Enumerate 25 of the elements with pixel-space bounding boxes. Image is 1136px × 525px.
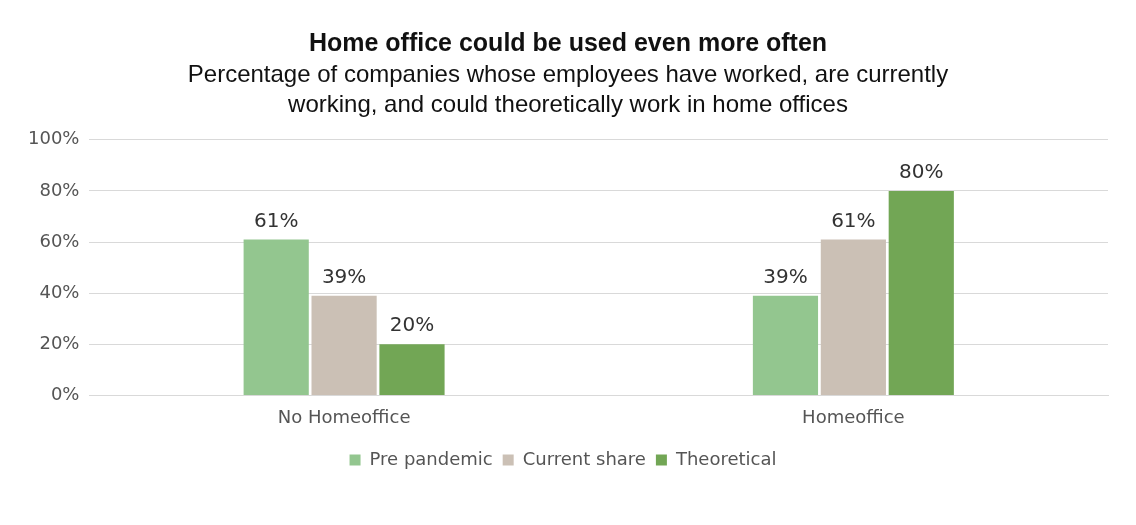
y-tick-label: 80%: [39, 178, 80, 200]
legend-label: Current share: [522, 447, 646, 469]
bar: [888, 190, 954, 395]
bar: [311, 295, 377, 395]
legend-label: Pre pandemic: [369, 447, 493, 469]
data-label: 61%: [253, 207, 299, 232]
x-tick-label: Homeoffice: [802, 405, 905, 427]
data-label: 39%: [321, 263, 367, 288]
chart-subtitle: Percentage of companies whose employees have worked, are currently working, and could theoretically work in home offices: [186, 59, 950, 119]
legend-label: Theoretical: [674, 447, 777, 469]
chart-title: Home office could be used even more often: [307, 28, 829, 57]
data-label: 39%: [763, 263, 808, 288]
data-label: 80%: [899, 159, 944, 184]
bar: [752, 295, 819, 395]
x-tick-label: No Homeoffice: [277, 405, 411, 427]
y-tick-label: 100%: [27, 127, 80, 149]
data-label: 61%: [831, 207, 876, 232]
bar: [243, 239, 309, 395]
bar: [379, 344, 445, 395]
bar: [820, 239, 886, 395]
y-tick-label: 20%: [39, 331, 80, 353]
data-label: 20%: [389, 312, 435, 337]
y-tick-label: 0%: [50, 383, 80, 405]
y-tick-label: 40%: [39, 280, 80, 302]
y-tick-label: 60%: [39, 229, 80, 251]
